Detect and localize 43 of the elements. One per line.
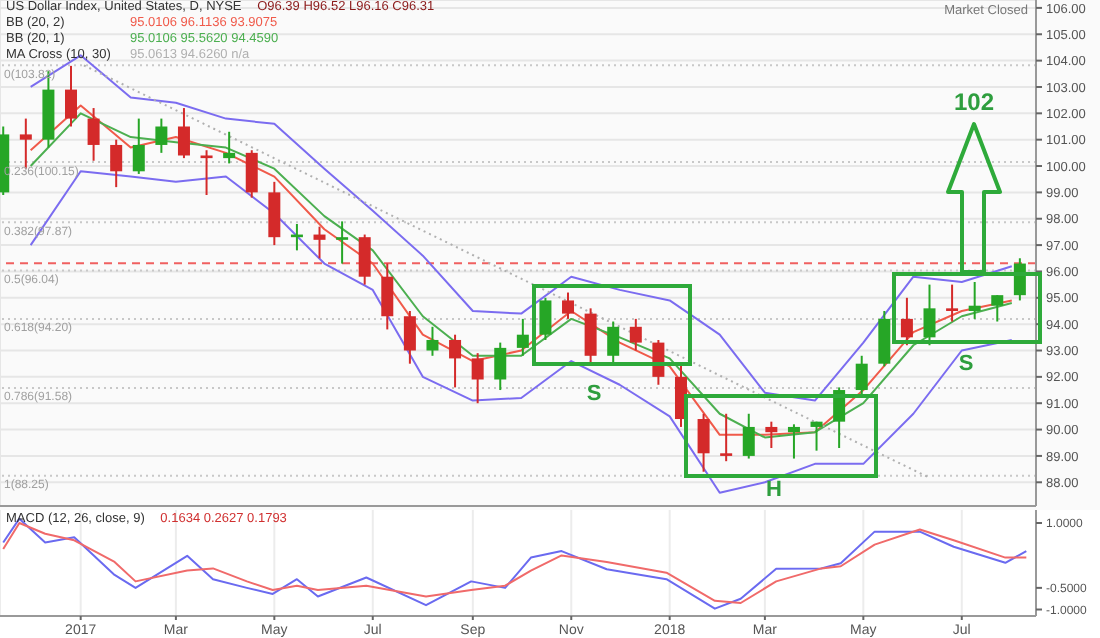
candlestick (900, 296, 913, 347)
candlestick (697, 412, 710, 473)
candlestick (607, 320, 620, 365)
candlestick (968, 280, 981, 320)
candlestick (810, 420, 823, 452)
candlestick (358, 233, 371, 286)
candlestick (878, 309, 891, 368)
candlestick (449, 333, 462, 389)
candlestick (787, 423, 800, 460)
candlestick (177, 107, 190, 160)
candlestick (245, 149, 258, 199)
candlestick (200, 149, 213, 197)
candlestick (765, 420, 778, 450)
candlestick (110, 138, 123, 189)
candlestick (629, 317, 642, 352)
candlestick (991, 294, 1004, 323)
candlestick (65, 64, 77, 128)
candlestick (132, 117, 145, 175)
candlestick (539, 296, 552, 341)
candlestick (268, 180, 281, 247)
candlestick (426, 325, 439, 357)
candlestick (494, 341, 507, 392)
candlestick (403, 309, 416, 365)
candlestick (946, 283, 959, 323)
annotation: H (766, 477, 783, 502)
candlestick (471, 352, 484, 405)
annotation: S (586, 381, 602, 406)
candlestick (155, 117, 168, 154)
candlestick (720, 412, 733, 463)
candlestick (584, 307, 597, 365)
candlestick (19, 117, 32, 170)
candlestick (313, 225, 326, 260)
candlestick (87, 107, 100, 162)
candlestick (381, 262, 394, 331)
candlestick (562, 291, 575, 320)
candlestick (223, 130, 236, 165)
annotation: 102 (951, 88, 997, 116)
candlestick (516, 317, 529, 357)
candlestick (742, 412, 755, 460)
candlestick (923, 283, 936, 347)
candlestick (855, 354, 868, 397)
candlestick (336, 220, 349, 265)
annotation: S (958, 351, 974, 376)
